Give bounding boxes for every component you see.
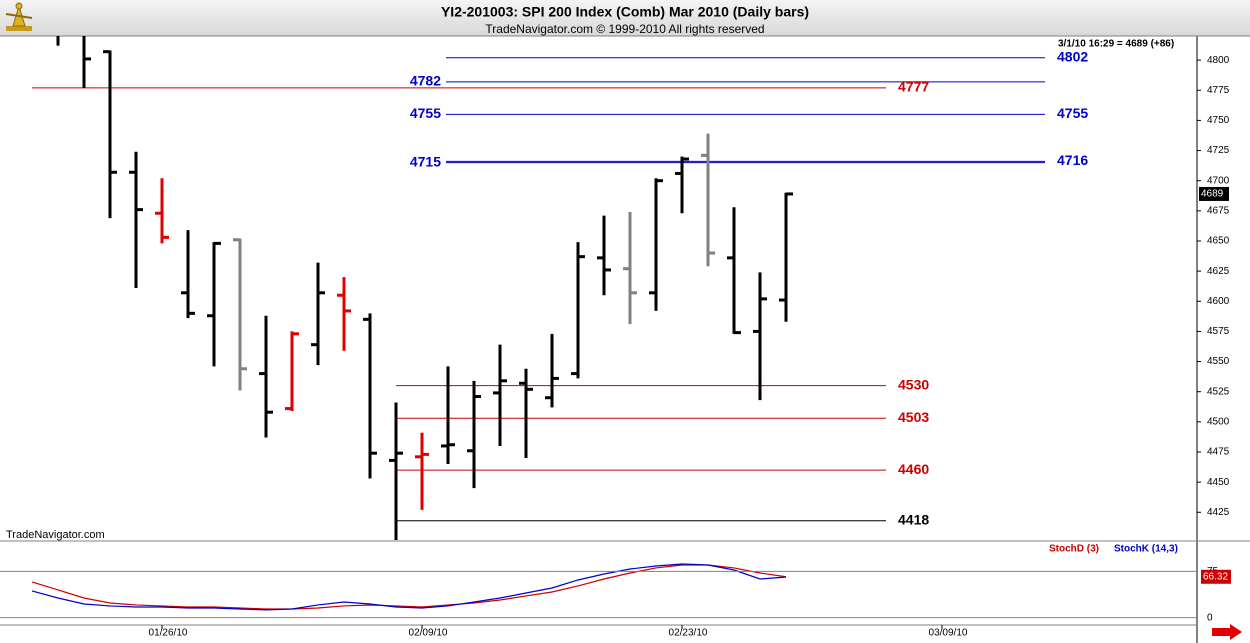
last-price-box: [1199, 186, 1229, 201]
y-tick-label: 4475: [1207, 447, 1230, 458]
logo: [5, 2, 33, 31]
y-tick-label: 4575: [1207, 326, 1230, 337]
level-label: 4460: [898, 461, 929, 477]
y-tick-label: 4550: [1207, 356, 1230, 367]
y-tick-label: 4700: [1207, 175, 1230, 186]
quote: 3/1/10 16:29 = 4689 (+86): [1058, 39, 1174, 50]
level-label: 4782: [410, 73, 441, 89]
level-label: 4418: [898, 511, 929, 527]
y-tick-label: 4750: [1207, 115, 1230, 126]
legend-entry: StochD (3): [1049, 544, 1099, 555]
y-tick-label: 4425: [1207, 507, 1230, 518]
y-tick-label: 4650: [1207, 236, 1230, 247]
y-tick-label: 0: [1207, 612, 1213, 623]
level-label: 4503: [898, 409, 929, 425]
last-value-label: 66.32: [1203, 571, 1228, 582]
x-tick-label: 02/09/10: [409, 628, 448, 639]
y-tick-label: 4500: [1207, 416, 1230, 427]
y-tick-label: 4725: [1207, 145, 1230, 156]
level-label: 4777: [898, 79, 929, 95]
level-label: 4530: [898, 376, 929, 392]
y-tick-label: 4450: [1207, 477, 1230, 488]
scroll-arrow[interactable]: [1212, 624, 1242, 640]
header-bar: [0, 0, 1250, 36]
y-tick-label: 4800: [1207, 55, 1230, 66]
watermark: TradeNavigator.com: [6, 529, 105, 541]
level-label: 4755: [1057, 105, 1088, 121]
y-tick-label: 4775: [1207, 85, 1230, 96]
chart-subtitle: TradeNavigator.com © 1999-2010 All right…: [485, 22, 764, 36]
y-tick-label: 4525: [1207, 386, 1230, 397]
chart-title: YI2-201003: SPI 200 Index (Comb) Mar 201…: [441, 4, 809, 20]
stoch-line: [31, 564, 787, 610]
price-panel: [32, 36, 1045, 540]
x-tick-label: 03/09/10: [929, 628, 968, 639]
x-tick-label: 01/26/10: [149, 628, 188, 639]
last-price-label: 4689: [1201, 189, 1224, 200]
y-tick-label: 4600: [1207, 296, 1230, 307]
y-tick-label: 4625: [1207, 266, 1230, 277]
y-tick-label: 4675: [1207, 205, 1230, 216]
level-label: 4802: [1057, 48, 1088, 64]
level-label: 4755: [410, 105, 441, 121]
x-tick-label: 02/23/10: [669, 628, 708, 639]
level-label: 4716: [1057, 152, 1088, 168]
stoch-line: [31, 563, 787, 611]
stoch-panel: [31, 563, 787, 611]
last-value-box: [1201, 569, 1231, 584]
level-label: 4715: [410, 153, 441, 169]
legend-entry: StochK (14,3): [1114, 544, 1178, 555]
